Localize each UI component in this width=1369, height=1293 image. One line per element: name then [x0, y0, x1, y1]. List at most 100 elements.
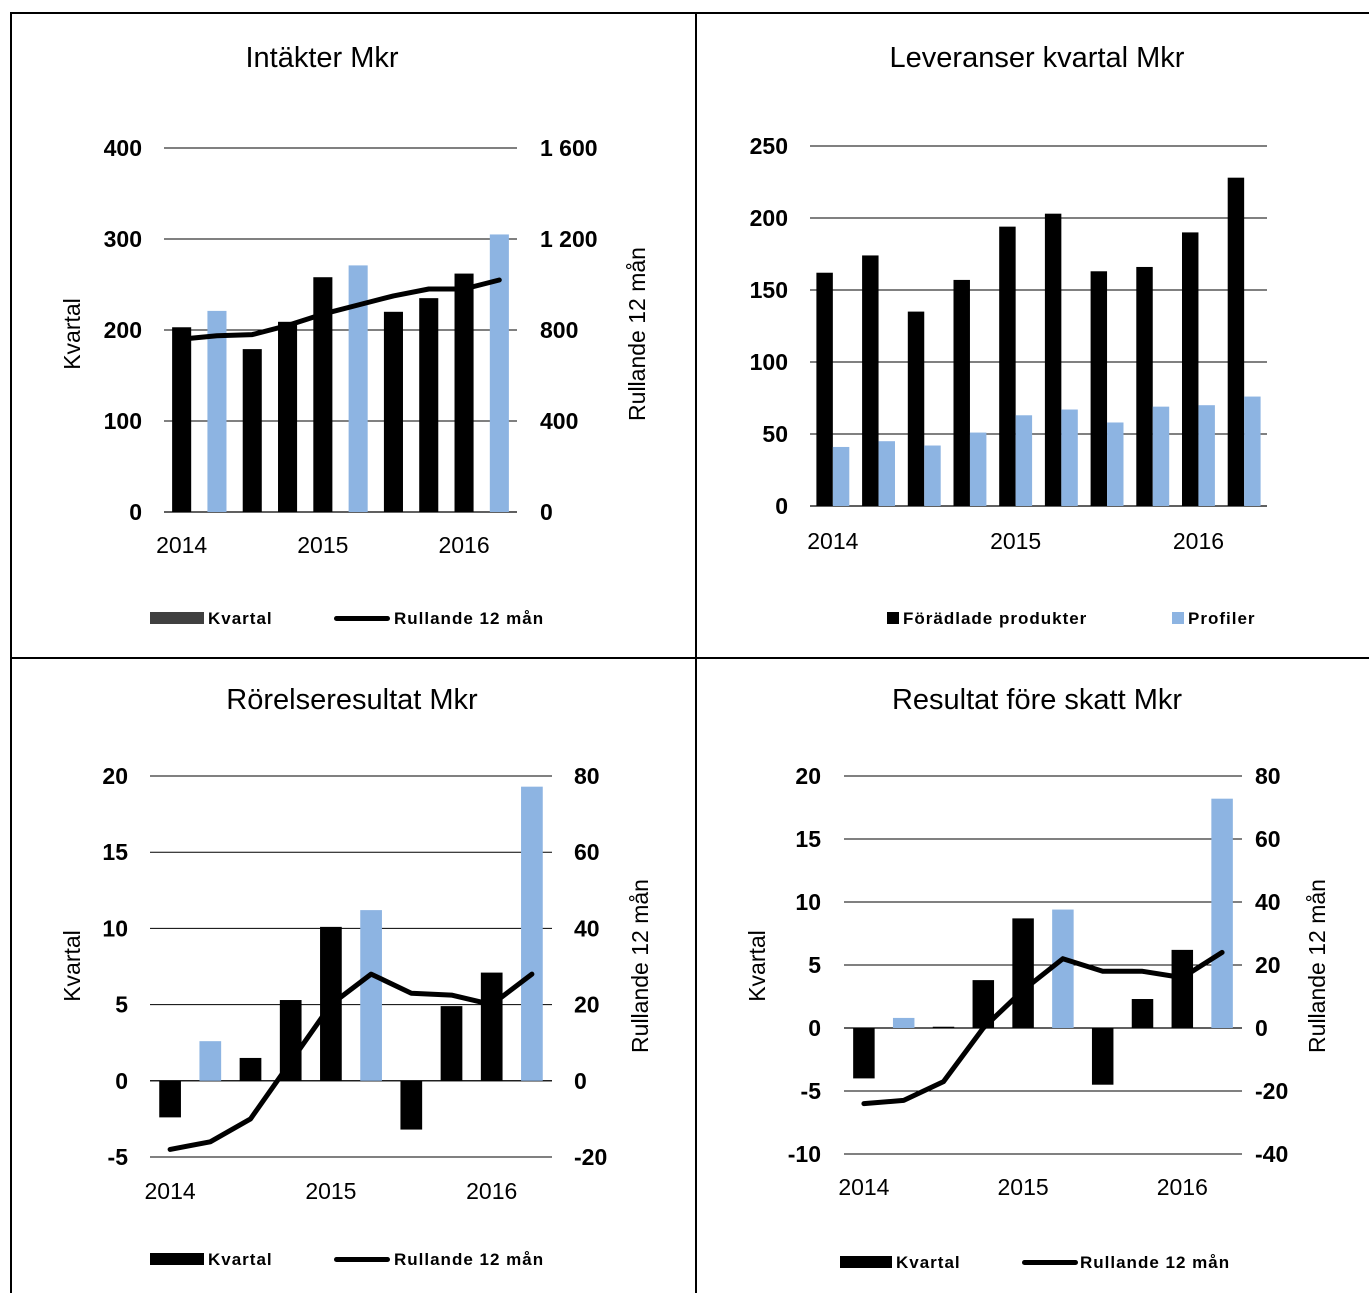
legend-label: Kvartal — [208, 609, 273, 628]
legend-label: Kvartal — [896, 1253, 961, 1272]
chart-title: Resultat före skatt Mkr — [892, 684, 1182, 716]
bar-7 — [383, 311, 403, 512]
chart-panel-resultat-fore-skatt: Resultat före skatt Mkr 20 80 15 60 10 40 5 20 0 0… — [697, 659, 1369, 1293]
x-tick-label: 2016 — [466, 1178, 517, 1204]
y-tick-label: 15 — [795, 826, 821, 852]
chart-panel-leveranser: Leveranser kvartal Mkr 250 200 150 100 50 0 201… — [697, 14, 1369, 657]
frame-left-border — [10, 12, 12, 1293]
legend-label: Profiler — [1188, 609, 1256, 628]
legend-marker-line — [334, 616, 390, 621]
chart-title: Rörelseresultat Mkr — [226, 684, 478, 716]
x-tick-label: 2016 — [1157, 1174, 1208, 1200]
bar-4 — [279, 1000, 302, 1081]
bar-7 — [1091, 1028, 1114, 1085]
bar-foradlade-9 — [1181, 232, 1199, 506]
y-tick-label: 10 — [795, 889, 821, 915]
bar-foradlade-6 — [1044, 213, 1062, 506]
bar-2 — [207, 310, 227, 512]
bar-8 — [1131, 999, 1154, 1028]
frame-vertical-divider — [695, 12, 697, 1293]
y-tick-label: 5 — [115, 992, 128, 1018]
legend-marker-bar — [150, 1253, 204, 1265]
y2-tick-label: 0 — [574, 1068, 587, 1094]
y2-tick-label: -20 — [1255, 1078, 1288, 1104]
bar-8 — [419, 298, 439, 512]
y-tick-label: 0 — [775, 493, 788, 519]
bar-10 — [1211, 798, 1233, 1028]
bar-foradlade-4 — [953, 279, 970, 506]
x-tick-label: 2015 — [305, 1178, 356, 1204]
y2-tick-label: -40 — [1255, 1141, 1288, 1167]
y-tick-label: 0 — [115, 1068, 128, 1094]
chart-intakter: Intäkter Mkr 400 1 600 300 1 200 200 800 100 400… — [59, 42, 650, 628]
y2-axis-title: Rullande 12 mån — [627, 879, 653, 1053]
y2-tick-label: 20 — [1255, 952, 1281, 978]
legend-label: Rullande 12 mån — [394, 1250, 544, 1269]
bar-2 — [199, 1041, 222, 1081]
bar-4 — [972, 980, 995, 1028]
y-tick-label: 150 — [750, 277, 788, 303]
legend-marker-bar — [840, 1256, 892, 1268]
y2-tick-label: 0 — [540, 499, 553, 525]
bar-9 — [1171, 949, 1194, 1028]
bar-9 — [480, 972, 503, 1081]
bar-profiler-9 — [1198, 405, 1215, 506]
y-axis-title: Kvartal — [59, 298, 85, 370]
y2-tick-label: 1 600 — [540, 135, 598, 161]
bar-profiler-3 — [924, 445, 941, 506]
bar-3 — [932, 1026, 955, 1028]
bar-5 — [313, 277, 333, 512]
y-tick-label: -5 — [108, 1144, 129, 1170]
y-tick-label: 5 — [808, 952, 821, 978]
chart-title: Leveranser kvartal Mkr — [890, 42, 1185, 74]
legend-marker-line — [1022, 1260, 1078, 1265]
bar-1 — [172, 327, 192, 512]
y2-tick-label: 80 — [1255, 763, 1281, 789]
y-tick-label: 200 — [750, 205, 788, 231]
bar-2 — [892, 1017, 915, 1028]
bar-3 — [239, 1057, 262, 1081]
bar-foradlade-1 — [816, 272, 833, 506]
y2-axis-title: Rullande 12 mån — [1304, 879, 1330, 1053]
y-tick-label: 10 — [102, 915, 128, 941]
x-tick-label: 2014 — [807, 528, 858, 554]
legend-label: Rullande 12 mån — [394, 609, 544, 628]
bar-9 — [454, 273, 474, 512]
x-tick-label: 2016 — [1173, 528, 1224, 554]
y-tick-label: 100 — [104, 408, 142, 434]
legend-marker-square — [887, 612, 899, 624]
y2-tick-label: 40 — [1255, 889, 1281, 915]
bar-foradlade-5 — [999, 226, 1016, 506]
bar-7 — [400, 1080, 423, 1130]
y-axis-title: Kvartal — [59, 930, 85, 1002]
y-tick-label: 50 — [762, 421, 788, 447]
x-tick-label: 2014 — [145, 1178, 196, 1204]
frame-top-border — [10, 12, 1369, 14]
bar-8 — [440, 1006, 463, 1081]
bar-profiler-10 — [1244, 396, 1261, 506]
bar-profiler-7 — [1107, 422, 1124, 506]
bar-profiler-4 — [969, 432, 987, 506]
y2-tick-label: 20 — [574, 992, 600, 1018]
legend-label: Förädlade produkter — [903, 609, 1087, 628]
chart-title: Intäkter Mkr — [245, 42, 398, 74]
y2-tick-label: 1 200 — [540, 226, 598, 252]
y2-tick-label: 0 — [1255, 1015, 1268, 1041]
y2-tick-label: 400 — [540, 408, 578, 434]
y-tick-label: 200 — [104, 317, 142, 343]
bar-6 — [348, 265, 368, 512]
legend-marker-line — [334, 1257, 390, 1262]
bar-foradlade-3 — [907, 311, 925, 506]
bar-foradlade-2 — [862, 255, 879, 506]
y-tick-label: 15 — [102, 839, 128, 865]
y-tick-label: 0 — [808, 1015, 821, 1041]
bar-4 — [278, 321, 298, 512]
y2-axis-title: Rullande 12 mån — [624, 247, 650, 421]
bar-10 — [489, 234, 509, 512]
y-tick-label: 0 — [129, 499, 142, 525]
y-tick-label: -10 — [788, 1141, 821, 1167]
x-tick-label: 2014 — [156, 532, 207, 558]
bar-foradlade-8 — [1136, 266, 1153, 506]
legend-label: Kvartal — [208, 1250, 273, 1269]
